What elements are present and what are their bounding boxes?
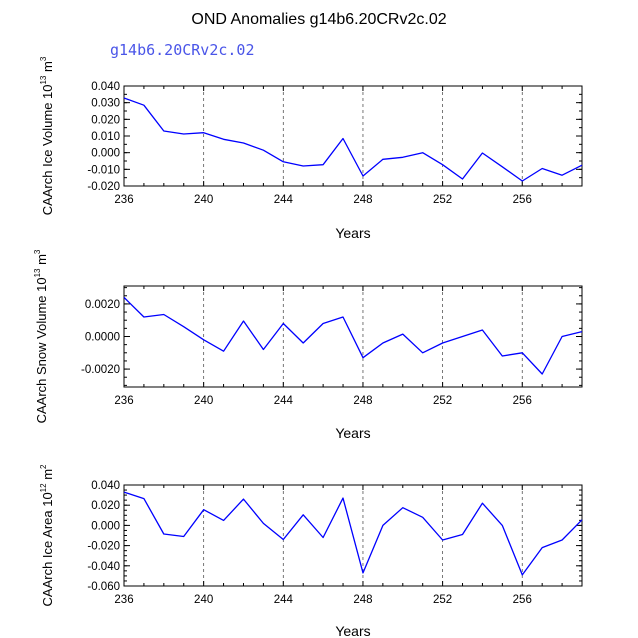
panel-2-ylabel-text: CAArch Snow Volume 10 <box>34 277 49 423</box>
panel-1-ytick-label: -0.010 <box>87 164 120 176</box>
panels: 236 240 244 248 252 256 -0.020 -0.010 0.000 0.010… <box>33 56 583 638</box>
panel-3-xlabel: Years <box>335 623 370 638</box>
panel-1-ytick-label: 0.000 <box>91 148 120 160</box>
panel-1-xtick-label: 240 <box>194 194 213 206</box>
panel-1-series-line <box>123 97 583 182</box>
panel-3-ytick-label: 0.020 <box>91 500 120 512</box>
panel-3-ytick-label: -0.060 <box>87 581 120 593</box>
panel-3-xtick-label: 240 <box>194 594 213 606</box>
panel-2-series-line <box>123 296 583 375</box>
panel-1-xtick-label: 248 <box>353 194 372 206</box>
panel-3-xtick-label: 256 <box>513 594 532 606</box>
panel-1-ylabel: CAArch Ice Volume 1013 m3 <box>39 56 55 215</box>
chart-title: OND Anomalies g14b6.20CRv2c.02 <box>191 11 446 28</box>
panel-1-ylabel-exp: 13 <box>39 75 48 84</box>
panel-2-xtick-label: 236 <box>114 395 133 407</box>
panel-1-xtick-label: 252 <box>433 194 452 206</box>
panel-3-xtick-label: 252 <box>433 594 452 606</box>
panel-3: 236 240 244 248 252 256 -0.060 -0.040 -0.020 0.00… <box>39 464 583 638</box>
panel-2-xlabel: Years <box>335 425 370 441</box>
chart-subtitle: g14b6.20CRv2c.02 <box>110 41 255 59</box>
panel-2-xtick-label: 256 <box>513 395 532 407</box>
panel-3-ylabel-unit: m <box>40 469 55 483</box>
panel-1-ytick-label: 0.020 <box>91 114 120 126</box>
panel-3-ylabel-exp: 12 <box>39 483 48 492</box>
panel-1-ytick-label: 0.040 <box>91 81 120 93</box>
panel-2-xtick-label: 248 <box>353 395 372 407</box>
panel-3-ytick-label: -0.040 <box>87 561 120 573</box>
panel-3-ylabel-text: CAArch Ice Area 10 <box>40 492 55 606</box>
panel-2-ytick-label: 0.0020 <box>85 299 120 311</box>
panel-1-frame <box>123 85 583 187</box>
panel-1-ylabel-unit-exp: 3 <box>39 56 48 61</box>
panel-2-ytick-label: -0.0020 <box>81 364 120 376</box>
panel-2-ylabel: CAArch Snow Volume 1013 m3 <box>33 249 49 423</box>
panel-1: 236 240 244 248 252 256 -0.020 -0.010 0.000 0.010… <box>39 56 583 241</box>
panel-1-ytick-label: 0.010 <box>91 131 120 143</box>
panel-3-ytick-label: 0.040 <box>91 480 120 492</box>
panel-1-ytick-label: -0.020 <box>87 181 120 193</box>
panel-3-ytick-label: -0.020 <box>87 541 120 553</box>
panel-3-xtick-label: 236 <box>114 594 133 606</box>
panel-1-xtick-label: 244 <box>274 194 294 206</box>
panel-2: 236 240 244 248 252 256 -0.0020 0.0000 0.0020 Yea… <box>33 249 583 441</box>
panel-3-ylabel: CAArch Ice Area 1012 m2 <box>39 464 55 607</box>
panel-2-ylabel-unit: m <box>34 254 49 268</box>
panel-2-ylabel-exp: 13 <box>33 268 42 277</box>
panel-2-xtick-label: 252 <box>433 395 452 407</box>
panel-1-ytick-label: 0.030 <box>91 98 120 110</box>
panel-3-xtick-label: 244 <box>274 594 294 606</box>
panel-3-xtick-label: 248 <box>353 594 372 606</box>
panel-3-series-line <box>123 491 583 576</box>
panel-1-xtick-label: 236 <box>114 194 133 206</box>
panel-3-ylabel-unit-exp: 2 <box>39 464 48 469</box>
panel-1-ylabel-text: CAArch Ice Volume 10 <box>40 85 55 216</box>
panel-2-ytick-label: 0.0000 <box>85 332 120 344</box>
panel-1-xlabel: Years <box>335 225 370 241</box>
panel-1-xtick-label: 256 <box>513 194 532 206</box>
panel-3-ytick-label: 0.000 <box>91 520 120 532</box>
panel-1-ylabel-unit: m <box>40 61 55 75</box>
panel-2-ylabel-unit-exp: 3 <box>33 249 42 254</box>
panel-2-xtick-label: 244 <box>274 395 294 407</box>
panel-2-xtick-label: 240 <box>194 395 213 407</box>
